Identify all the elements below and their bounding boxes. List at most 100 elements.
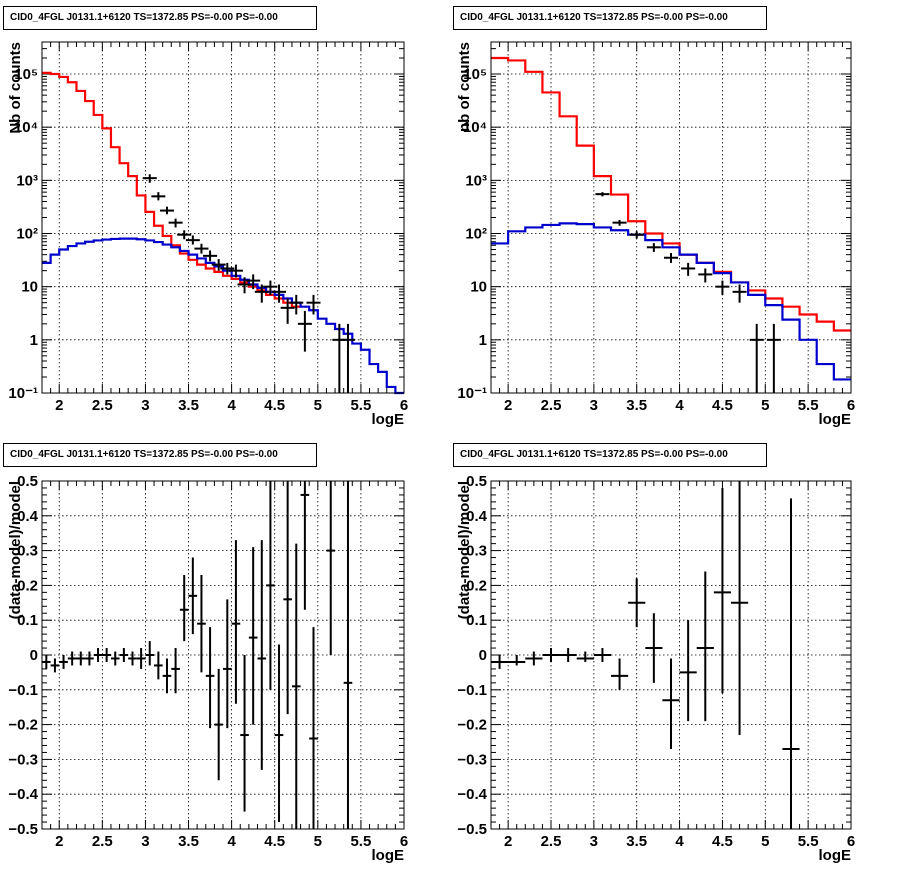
- plot-frame: [41, 41, 405, 394]
- y-axis-label: Nb of counts: [7, 42, 24, 134]
- x-tick-label: 4: [675, 833, 684, 850]
- y-tick-label: −0.3: [457, 751, 487, 768]
- x-tick-label: 5: [314, 397, 322, 414]
- y-tick-label: 10²: [16, 226, 38, 243]
- total-model-histogram: [42, 71, 301, 308]
- y-axis-label: (data-model)/model: [7, 481, 24, 619]
- residual-points: [491, 481, 800, 829]
- y-tick-label: 0.5: [17, 473, 38, 490]
- y-tick-label: 10⁻¹: [457, 385, 487, 402]
- y-tick-label: 0.3: [466, 543, 487, 560]
- y-tick-label: 10⁵: [463, 66, 487, 83]
- y-tick-label: 0.1: [466, 612, 487, 629]
- y-tick-label: −0.2: [457, 717, 487, 734]
- x-tick-label: 6: [400, 833, 408, 850]
- y-tick-label: 10⁵: [14, 66, 38, 83]
- x-tick-label: 5.5: [798, 397, 819, 414]
- x-tick-label: 5: [761, 833, 769, 850]
- chart-panel-residuals-left: CID0_4FGL J0131.1+6120 TS=1372.85 PS=-0.…: [0, 437, 449, 875]
- x-tick-label: 2: [55, 397, 63, 414]
- x-tick-label: 2.5: [92, 397, 113, 414]
- x-tick-label: 5.5: [350, 397, 371, 414]
- x-tick-label: 5.5: [798, 833, 819, 850]
- counts-chart-left: 2 2.5 3 3.5 4 4.5 5 5.5 6 10⁻¹ 1 10 10² 10³ 10⁴ 10⁵ logE…: [7, 41, 408, 428]
- x-tick-label: 6: [847, 833, 855, 850]
- counts-chart-right: 2 2.5 3 3.5 4 4.5 5 5.5 6 10⁻¹ 1 10 10² 10³ 10⁴ 10⁵ logE…: [456, 41, 855, 428]
- y-tick-label: −0.2: [8, 717, 38, 734]
- x-tick-label: 2.5: [92, 833, 113, 850]
- y-tick-label: 10⁻¹: [8, 385, 38, 402]
- y-tick-label: 0.2: [466, 577, 487, 594]
- y-tick-label: 10³: [465, 172, 487, 189]
- y-tick-label: −0.5: [8, 821, 38, 838]
- plot-frame: [41, 480, 405, 830]
- y-tick-label: 10⁴: [14, 119, 38, 136]
- y-axis-label: (data-model)/model: [456, 481, 473, 619]
- y-tick-label: 0.5: [466, 473, 487, 490]
- chart-title: CID0_4FGL J0131.1+6120 TS=1372.85 PS=-0.…: [453, 443, 767, 467]
- x-axis-label: logE: [819, 411, 852, 428]
- x-tick-label: 2: [55, 833, 63, 850]
- y-tick-label: −0.4: [457, 786, 487, 803]
- x-tick-label: 4.5: [264, 833, 285, 850]
- x-tick-label: 4: [675, 397, 684, 414]
- x-tick-label: 3.5: [178, 833, 199, 850]
- chart-panel-counts-right: CID0_4FGL J0131.1+6120 TS=1372.85 PS=-0.…: [449, 0, 898, 437]
- x-tick-label: 4: [227, 397, 236, 414]
- x-tick-label: 2.5: [541, 833, 562, 850]
- y-tick-label: 10³: [16, 172, 38, 189]
- total-model-histogram: [491, 56, 851, 332]
- y-tick-label: 10⁴: [463, 119, 487, 136]
- x-tick-label: 3: [590, 397, 598, 414]
- chart-panel-counts-left: CID0_4FGL J0131.1+6120 TS=1372.85 PS=-0.…: [0, 0, 449, 437]
- data-points: [142, 174, 355, 393]
- x-tick-label: 2: [504, 397, 512, 414]
- y-tick-label: −0.1: [8, 682, 38, 699]
- y-tick-label: 10²: [465, 226, 487, 243]
- y-tick-label: 1: [30, 332, 38, 349]
- x-tick-label: 4: [227, 833, 236, 850]
- chart-title: CID0_4FGL J0131.1+6120 TS=1372.85 PS=-0.…: [453, 6, 767, 30]
- x-tick-label: 2.5: [541, 397, 562, 414]
- x-tick-label: 3.5: [626, 833, 647, 850]
- y-tick-label: −0.1: [457, 682, 487, 699]
- x-axis-label: logE: [819, 847, 852, 864]
- y-tick-label: −0.4: [8, 786, 38, 803]
- chart-panel-residuals-right: CID0_4FGL J0131.1+6120 TS=1372.85 PS=-0.…: [449, 437, 898, 875]
- grid: [491, 42, 851, 393]
- x-tick-label: 3: [590, 833, 598, 850]
- plot-frame: [490, 480, 852, 830]
- y-tick-label: 0.2: [17, 577, 38, 594]
- plot-frame: [490, 41, 852, 394]
- y-tick-label: −0.3: [8, 751, 38, 768]
- y-tick-label: 0.3: [17, 543, 38, 560]
- x-tick-label: 6: [847, 397, 855, 414]
- x-tick-label: 6: [400, 397, 408, 414]
- y-axis-label: nb of counts: [456, 42, 473, 132]
- x-tick-label: 3: [141, 397, 149, 414]
- y-tick-label: 0.1: [17, 612, 38, 629]
- y-tick-label: −0.5: [457, 821, 487, 838]
- chart-title: CID0_4FGL J0131.1+6120 TS=1372.85 PS=-0.…: [3, 443, 317, 467]
- x-tick-label: 5.5: [350, 833, 371, 850]
- data-points: [595, 192, 781, 393]
- y-tick-label: 1: [479, 332, 487, 349]
- chart-title: CID0_4FGL J0131.1+6120 TS=1372.85 PS=-0.…: [3, 6, 317, 30]
- x-tick-label: 4.5: [712, 833, 733, 850]
- residual-points: [42, 481, 353, 829]
- y-tick-label: 0.4: [466, 508, 488, 525]
- x-axis-label: logE: [372, 847, 405, 864]
- y-tick-label: 0: [30, 647, 38, 664]
- x-axis-label: logE: [372, 411, 405, 428]
- y-tick-label: 10: [21, 279, 38, 296]
- background-model-histogram: [42, 237, 404, 395]
- x-tick-label: 5: [761, 397, 769, 414]
- y-tick-label: 0.4: [17, 508, 39, 525]
- y-tick-label: 10: [470, 279, 487, 296]
- x-tick-label: 4.5: [264, 397, 285, 414]
- x-tick-label: 3: [141, 833, 149, 850]
- x-tick-label: 4.5: [712, 397, 733, 414]
- residuals-chart-right: 2 2.5 3 3.5 4 4.5 5 5.5 6 −0.5 −0.4 −0.3 −0.2 −0.1 0 0.…: [456, 473, 855, 864]
- y-tick-label: 0: [479, 647, 487, 664]
- x-tick-label: 2: [504, 833, 512, 850]
